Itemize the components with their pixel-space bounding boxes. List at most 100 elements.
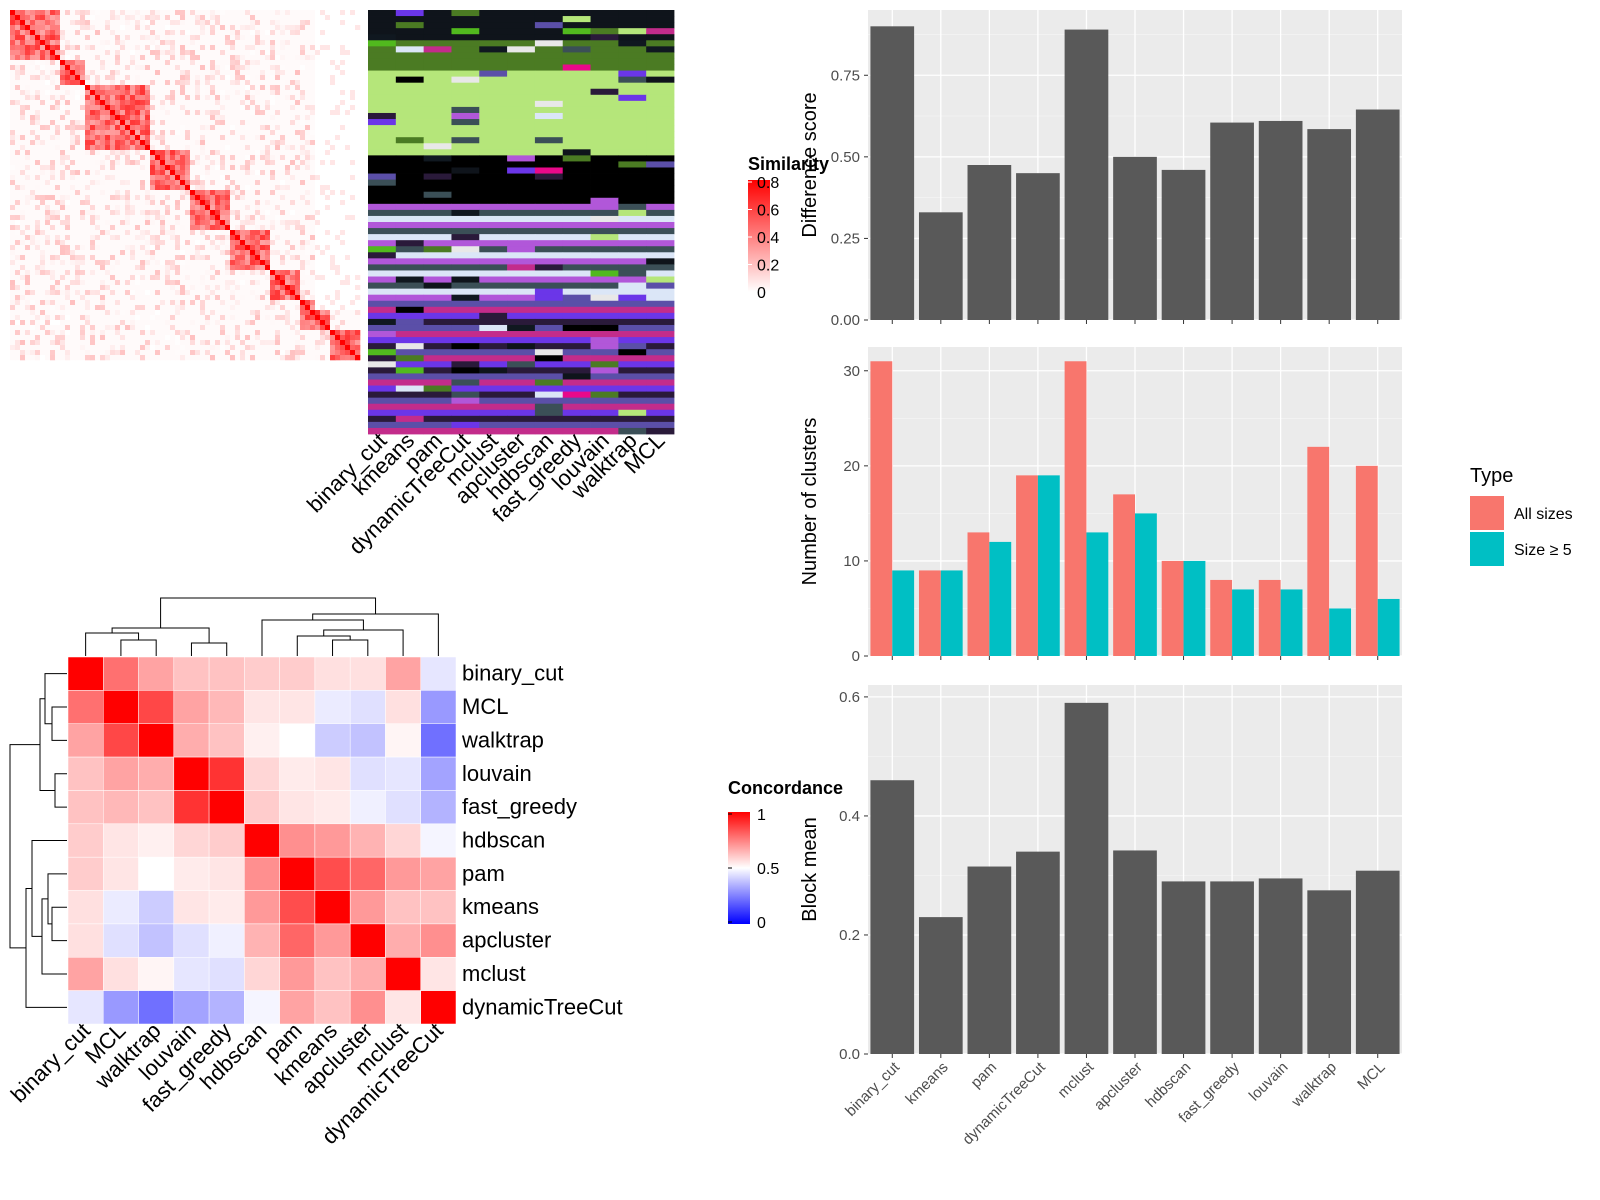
similarity-cell: [240, 15, 246, 21]
similarity-cell: [235, 85, 241, 91]
similarity-cell: [105, 180, 111, 186]
similarity-cell: [200, 240, 206, 246]
similarity-cell: [75, 130, 81, 136]
similarity-cell: [150, 95, 156, 101]
similarity-cell: [185, 255, 191, 261]
similarity-cell: [340, 65, 346, 71]
similarity-cell: [35, 175, 41, 181]
similarity-cell: [320, 45, 326, 51]
similarity-cell: [45, 130, 51, 136]
similarity-cell: [310, 70, 316, 76]
similarity-cell: [250, 330, 256, 336]
similarity-cell: [45, 60, 51, 66]
similarity-cell: [295, 10, 301, 16]
similarity-cell: [325, 185, 331, 191]
similarity-cell: [270, 300, 276, 306]
similarity-cell: [75, 215, 81, 221]
similarity-cell: [200, 335, 206, 341]
similarity-cell: [175, 195, 181, 201]
similarity-cell: [270, 15, 276, 21]
similarity-cell: [105, 320, 111, 326]
similarity-cell: [180, 250, 186, 256]
similarity-cell: [295, 180, 301, 186]
similarity-cell: [50, 310, 56, 316]
membership-cell: [618, 46, 647, 53]
similarity-cell: [160, 275, 166, 281]
similarity-cell: [250, 270, 256, 276]
similarity-cell: [50, 140, 56, 146]
similarity-cell: [240, 125, 246, 131]
similarity-cell: [125, 195, 131, 201]
similarity-cell: [75, 195, 81, 201]
similarity-cell: [65, 10, 71, 16]
similarity-cell: [290, 85, 296, 91]
similarity-cell: [60, 200, 66, 206]
similarity-cell: [340, 135, 346, 141]
similarity-cell: [160, 350, 166, 356]
similarity-cell: [65, 230, 71, 236]
similarity-cell: [225, 100, 231, 106]
similarity-cell: [315, 85, 321, 91]
similarity-cell: [300, 145, 306, 151]
similarity-cell: [335, 215, 341, 221]
similarity-cell: [335, 130, 341, 136]
similarity-cell: [275, 140, 281, 146]
similarity-cell: [70, 285, 76, 291]
similarity-cell: [155, 210, 161, 216]
similarity-cell: [90, 70, 96, 76]
similarity-cell: [85, 155, 91, 161]
similarity-cell: [85, 290, 91, 296]
similarity-cell: [55, 255, 61, 261]
similarity-cell: [330, 160, 336, 166]
similarity-cell: [270, 10, 276, 16]
similarity-cell: [215, 15, 221, 21]
similarity-cell: [290, 200, 296, 206]
similarity-cell: [85, 310, 91, 316]
similarity-cell: [295, 280, 301, 286]
similarity-cell: [95, 25, 101, 31]
similarity-cell: [85, 295, 91, 301]
similarity-cell: [310, 160, 316, 166]
similarity-cell: [215, 25, 221, 31]
membership-cell: [368, 52, 397, 59]
similarity-cell: [75, 335, 81, 341]
similarity-cell: [295, 25, 301, 31]
similarity-cell: [15, 75, 21, 81]
similarity-cell: [325, 235, 331, 241]
similarity-cell: [300, 30, 306, 36]
similarity-cell: [225, 320, 231, 326]
similarity-cell: [285, 235, 291, 241]
similarity-cell: [345, 105, 351, 111]
similarity-cell: [115, 40, 121, 46]
similarity-cell: [275, 50, 281, 56]
similarity-cell: [305, 205, 311, 211]
similarity-cell: [255, 15, 261, 21]
similarity-cell: [260, 315, 266, 321]
similarity-cell: [110, 170, 116, 176]
similarity-cell: [140, 120, 146, 126]
similarity-cell: [10, 325, 16, 331]
similarity-cell: [280, 295, 286, 301]
similarity-cell: [295, 70, 301, 76]
similarity-cell: [85, 95, 91, 101]
similarity-cell: [340, 160, 346, 166]
similarity-cell: [100, 315, 106, 321]
similarity-cell: [310, 315, 316, 321]
similarity-cell: [235, 275, 241, 281]
similarity-cell: [325, 170, 331, 176]
similarity-cell: [170, 75, 176, 81]
similarity-cell: [110, 175, 116, 181]
similarity-cell: [215, 280, 221, 286]
similarity-cell: [335, 20, 341, 26]
similarity-cell: [335, 310, 341, 316]
similarity-cell: [130, 330, 136, 336]
similarity-cell: [260, 260, 266, 266]
similarity-cell: [80, 335, 86, 341]
similarity-cell: [245, 90, 251, 96]
similarity-cell: [255, 35, 261, 41]
similarity-cell: [85, 15, 91, 21]
similarity-cell: [65, 30, 71, 36]
similarity-cell: [285, 330, 291, 336]
similarity-cell: [70, 310, 76, 316]
similarity-cell: [65, 330, 71, 336]
